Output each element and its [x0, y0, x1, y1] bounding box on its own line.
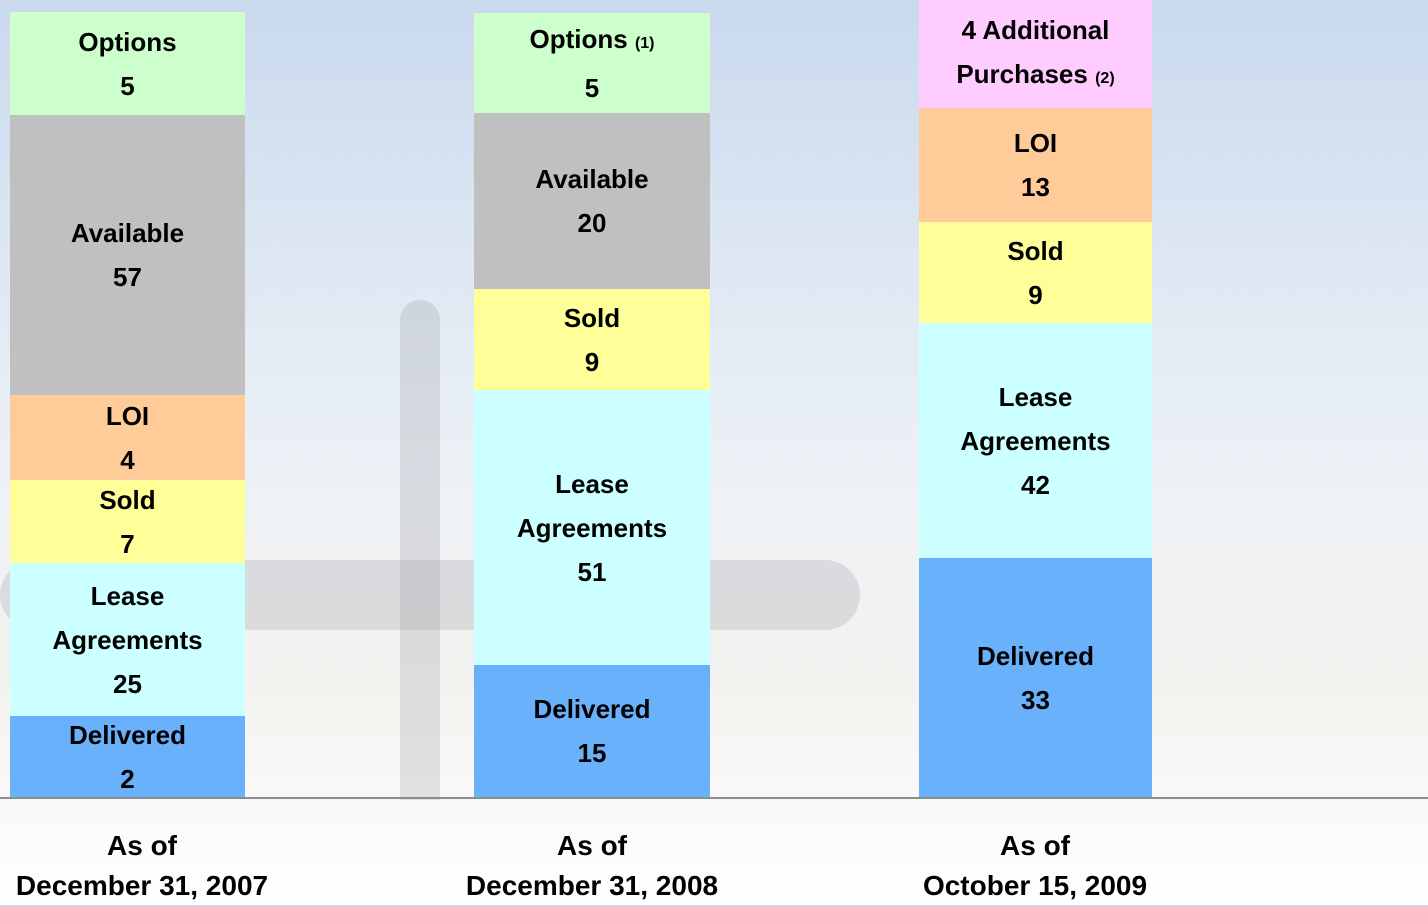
caption-line: October 15, 2009: [835, 866, 1235, 906]
caption-line: As of: [392, 826, 792, 866]
segment-label: LOI: [106, 401, 149, 431]
segment-label-line: Delivered: [69, 713, 186, 757]
segment-label: Delivered: [977, 641, 1094, 671]
segment: LOI 4: [10, 395, 245, 480]
segment: Lease Agreements 25: [10, 563, 245, 716]
segment-value: 33: [1021, 678, 1050, 722]
segment-value: 13: [1021, 165, 1050, 209]
segment-label-line: LOI: [106, 394, 149, 438]
segment-label-line: Sold: [1007, 229, 1063, 273]
segment: Options (1)5: [474, 13, 710, 113]
segment: Sold 9: [474, 289, 710, 390]
segment-label: Options: [78, 27, 176, 57]
segment-value: 42: [1021, 463, 1050, 507]
segment-note: (1): [635, 35, 655, 52]
segment-label-line: Lease Agreements: [494, 462, 690, 550]
segment-label: Lease Agreements: [517, 469, 667, 543]
segment-value: 51: [578, 550, 607, 594]
segment-label-line: Options (1): [529, 17, 654, 66]
segment-label: Lease Agreements: [52, 581, 202, 655]
segment: 4 Additional Purchases (2): [919, 0, 1152, 108]
segment-label: Available: [71, 218, 184, 248]
baseline: [0, 797, 1428, 799]
segment-label-line: Lease Agreements: [30, 574, 225, 662]
segment: Sold 9: [919, 222, 1152, 323]
segment-label-line: Delivered: [533, 687, 650, 731]
segment-label: Delivered: [69, 720, 186, 750]
segment: Lease Agreements 51: [474, 390, 710, 665]
segment-label-line: Sold: [564, 296, 620, 340]
segment-label: LOI: [1014, 128, 1057, 158]
segment-label-line: Available: [535, 157, 648, 201]
segment-label: Options: [529, 24, 627, 54]
segment: Available 57: [10, 115, 245, 395]
segment-label-line: Lease Agreements: [939, 375, 1132, 463]
segment-label: Sold: [99, 485, 155, 515]
background-plane-tail: [400, 300, 440, 800]
segment: Lease Agreements 42: [919, 323, 1152, 558]
segment-value: 15: [578, 731, 607, 775]
segment-label-line: Available: [71, 211, 184, 255]
segment-value: 5: [120, 64, 134, 108]
caption-line: December 31, 2008: [392, 866, 792, 906]
segment-label-line: Delivered: [977, 634, 1094, 678]
segment: Options 5: [10, 12, 245, 115]
caption-line: December 31, 2007: [0, 866, 342, 906]
segment-value: 57: [113, 255, 142, 299]
segment: Delivered 15: [474, 665, 710, 797]
segment-label: Available: [535, 164, 648, 194]
segment-label-line: 4 Additional Purchases (2): [939, 8, 1132, 101]
segment-value: 9: [1028, 273, 1042, 317]
caption-line: As of: [835, 826, 1235, 866]
segment-label: Delivered: [533, 694, 650, 724]
segment-value: 7: [120, 522, 134, 566]
segment-note: (2): [1095, 70, 1115, 87]
segment-value: 2: [120, 757, 134, 801]
segment-label: Sold: [564, 303, 620, 333]
segment-value: 5: [585, 66, 599, 110]
caption-line: As of: [0, 826, 342, 866]
segment: Available 20: [474, 113, 710, 289]
segment-label: 4 Additional Purchases: [956, 15, 1109, 89]
segment: LOI 13: [919, 108, 1152, 222]
segment: Sold 7: [10, 480, 245, 563]
segment-value: 4: [120, 438, 134, 482]
segment-value: 20: [578, 201, 607, 245]
segment-label: Lease Agreements: [960, 382, 1110, 456]
segment: Delivered 33: [919, 558, 1152, 797]
slide: Options5Available57LOI4Sold7Lease Agreem…: [0, 0, 1428, 905]
segment-value: 25: [113, 662, 142, 706]
segment-value: 9: [585, 340, 599, 384]
segment-label-line: Options: [78, 20, 176, 64]
page: Options5Available57LOI4Sold7Lease Agreem…: [0, 0, 1428, 905]
segment-label-line: Sold: [99, 478, 155, 522]
segment-label: Sold: [1007, 236, 1063, 266]
segment-label-line: LOI: [1014, 121, 1057, 165]
